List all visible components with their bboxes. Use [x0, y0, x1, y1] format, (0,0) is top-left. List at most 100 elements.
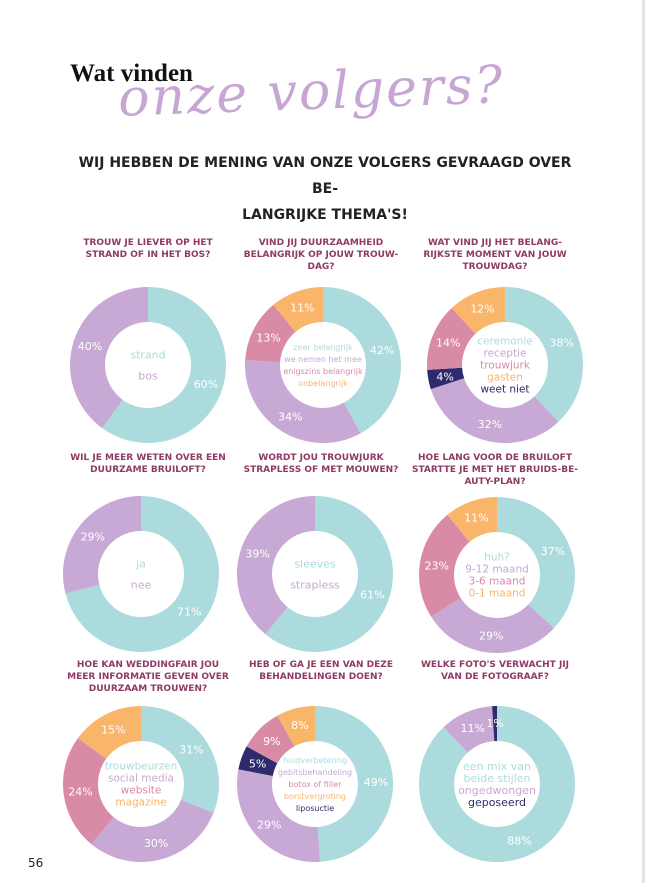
donut-slice — [245, 360, 361, 443]
donut-slice — [451, 287, 505, 334]
legend-label: receptie — [484, 348, 527, 360]
donut-slice — [419, 514, 470, 617]
donut-slice — [277, 706, 315, 747]
slice-value-label: 29% — [257, 818, 281, 831]
question-2-line: VIND JIJ DUURZAAMHEID — [258, 238, 384, 248]
subtitle-line-2: LANGRIJKE THEMA'S! — [242, 207, 408, 223]
question-2: VIND JIJ DUURZAAMHEID BELANGRIJK OP JOUW… — [236, 237, 406, 273]
slice-value-label: 14% — [436, 337, 460, 350]
slice-value-label: 9% — [263, 735, 280, 748]
donut-slice — [497, 497, 575, 629]
slice-value-label: 11% — [290, 302, 314, 315]
slice-value-label: 4% — [436, 370, 453, 383]
slice-value-label: 34% — [278, 411, 302, 424]
legend-label: nee — [131, 578, 152, 591]
donut-slice — [505, 287, 583, 422]
slice-value-label: 30% — [144, 837, 168, 850]
legend-label: bos — [138, 369, 158, 382]
question-3-line: RIJKSTE MOMENT VAN JOUW — [423, 250, 567, 260]
donut-chart-trouwjurk: 61% 39% sleeves strapless — [237, 496, 393, 652]
question-1-line: STRAND OF IN HET BOS? — [85, 250, 211, 260]
legend-label: onbelangrijk — [298, 379, 348, 388]
legend-label: weet niet — [480, 384, 529, 396]
question-7-line: DUURZAAM TROUWEN? — [88, 684, 208, 694]
legend-label: 0-1 maand — [469, 588, 526, 600]
donut-chart-strand-bos: 60% 40% strand bos — [70, 287, 226, 443]
question-9: WELKE FOTO'S VERWACHT JIJ VAN DE FOTOGRA… — [410, 659, 580, 683]
slice-value-label: 23% — [425, 559, 449, 572]
donut-slice — [141, 706, 219, 813]
legend-label: trouwbeurzen — [105, 761, 178, 773]
page-edge — [642, 0, 645, 883]
slice-value-label: 13% — [256, 331, 280, 344]
legend-label: beide stijlen — [463, 772, 530, 785]
legend-label: strand — [130, 348, 165, 361]
question-8: HEB OF GA JE EEN VAN DEZE BEHANDELINGEN … — [236, 659, 406, 683]
question-5-line: STRAPLESS OF MET MOUWEN? — [243, 465, 399, 475]
donut-slice — [443, 706, 495, 753]
legend-label: zeer belangrijk — [293, 343, 353, 352]
slice-value-label: 42% — [370, 344, 394, 357]
donut-chart-duurzame-bruiloft: 71% 29% ja nee — [62, 496, 219, 652]
legend-label: ceremonie — [477, 336, 532, 348]
question-8-line: BEHANDELINGEN DOEN? — [259, 672, 383, 682]
slice-value-label: 61% — [360, 589, 384, 602]
question-3-line: TROUWDAG? — [462, 262, 528, 272]
donut-slice — [236, 769, 320, 862]
donut-chart-behandelingen: 49% 29% 5% 9% 8% huidverbetering gebitsbehande… — [236, 706, 393, 862]
question-7: HOE KAN WEDDINGFAIR JOU MEER INFORMATIE … — [63, 659, 233, 695]
donut-slice — [62, 496, 141, 594]
page-number: 56 — [28, 856, 44, 870]
donut-slice — [419, 706, 575, 862]
legend-label: enigszins belangrijk — [283, 367, 363, 376]
donut-slice — [70, 287, 148, 429]
donut-slice — [65, 496, 219, 652]
question-4-line: WIL JE MEER WETEN OVER EEN — [70, 453, 226, 463]
question-3: WAT VIND JIJ HET BELANG- RIJKSTE MOMENT … — [410, 237, 580, 273]
legend-label: trouwjurk — [480, 360, 531, 372]
donut-slice — [431, 598, 554, 653]
donut-slice — [246, 715, 295, 764]
slice-value-label: 32% — [478, 418, 502, 431]
legend-label: ja — [135, 557, 146, 570]
slice-value-label: 29% — [81, 531, 105, 544]
question-6-line: STARTTE JE MET HET BRUIDS-BE- — [411, 465, 579, 475]
legend-label: we nemen het mee — [284, 355, 362, 364]
donut-slice — [245, 304, 296, 363]
legend-label: borstvergroting — [284, 792, 346, 801]
legend-label: 3-6 maand — [469, 576, 526, 588]
donut-slice — [430, 378, 559, 443]
donut-slice — [63, 738, 114, 845]
legend-label: huh? — [484, 552, 510, 564]
question-7-line: MEER INFORMATIE GEVEN OVER — [67, 672, 229, 682]
question-9-line: WELKE FOTO'S VERWACHT JIJ — [420, 660, 569, 670]
question-5-line: WORDT JOU TROUWJURK — [258, 453, 384, 463]
donut-slice — [492, 706, 497, 742]
donut-slice — [315, 706, 393, 862]
slice-value-label: 1% — [486, 717, 503, 730]
question-4-line: DUURZAME BRUILOFT? — [90, 465, 206, 475]
question-4: WIL JE MEER WETEN OVER EEN DUURZAME BRUI… — [63, 452, 233, 476]
slice-value-label: 38% — [549, 337, 573, 350]
donut-slice — [102, 287, 226, 443]
donut-slice — [273, 287, 323, 332]
donut-slice — [427, 367, 465, 390]
legend-label: magazine — [115, 797, 166, 809]
question-1: TROUW JE LIEVER OP HET STRAND OF IN HET … — [63, 237, 233, 261]
slice-value-label: 39% — [245, 547, 269, 560]
slice-value-label: 8% — [291, 719, 308, 732]
question-6-line: AUTY-PLAN? — [464, 477, 526, 487]
subtitle-line-1: WIJ HEBBEN DE MENING VAN ONZE VOLGERS GE… — [78, 155, 572, 197]
donut-slice — [447, 497, 497, 542]
slice-value-label: 11% — [461, 722, 485, 735]
question-7-line: HOE KAN WEDDINGFAIR JOU — [76, 660, 220, 670]
legend-label: geposeerd — [468, 796, 526, 809]
legend-label: gasten — [487, 372, 523, 384]
slice-value-label: 37% — [541, 545, 565, 558]
page-title: Wat vinden — [70, 60, 193, 87]
slice-value-label: 12% — [470, 302, 494, 315]
question-6: HOE LANG VOOR DE BRUILOFT STARTTE JE MET… — [410, 452, 580, 488]
